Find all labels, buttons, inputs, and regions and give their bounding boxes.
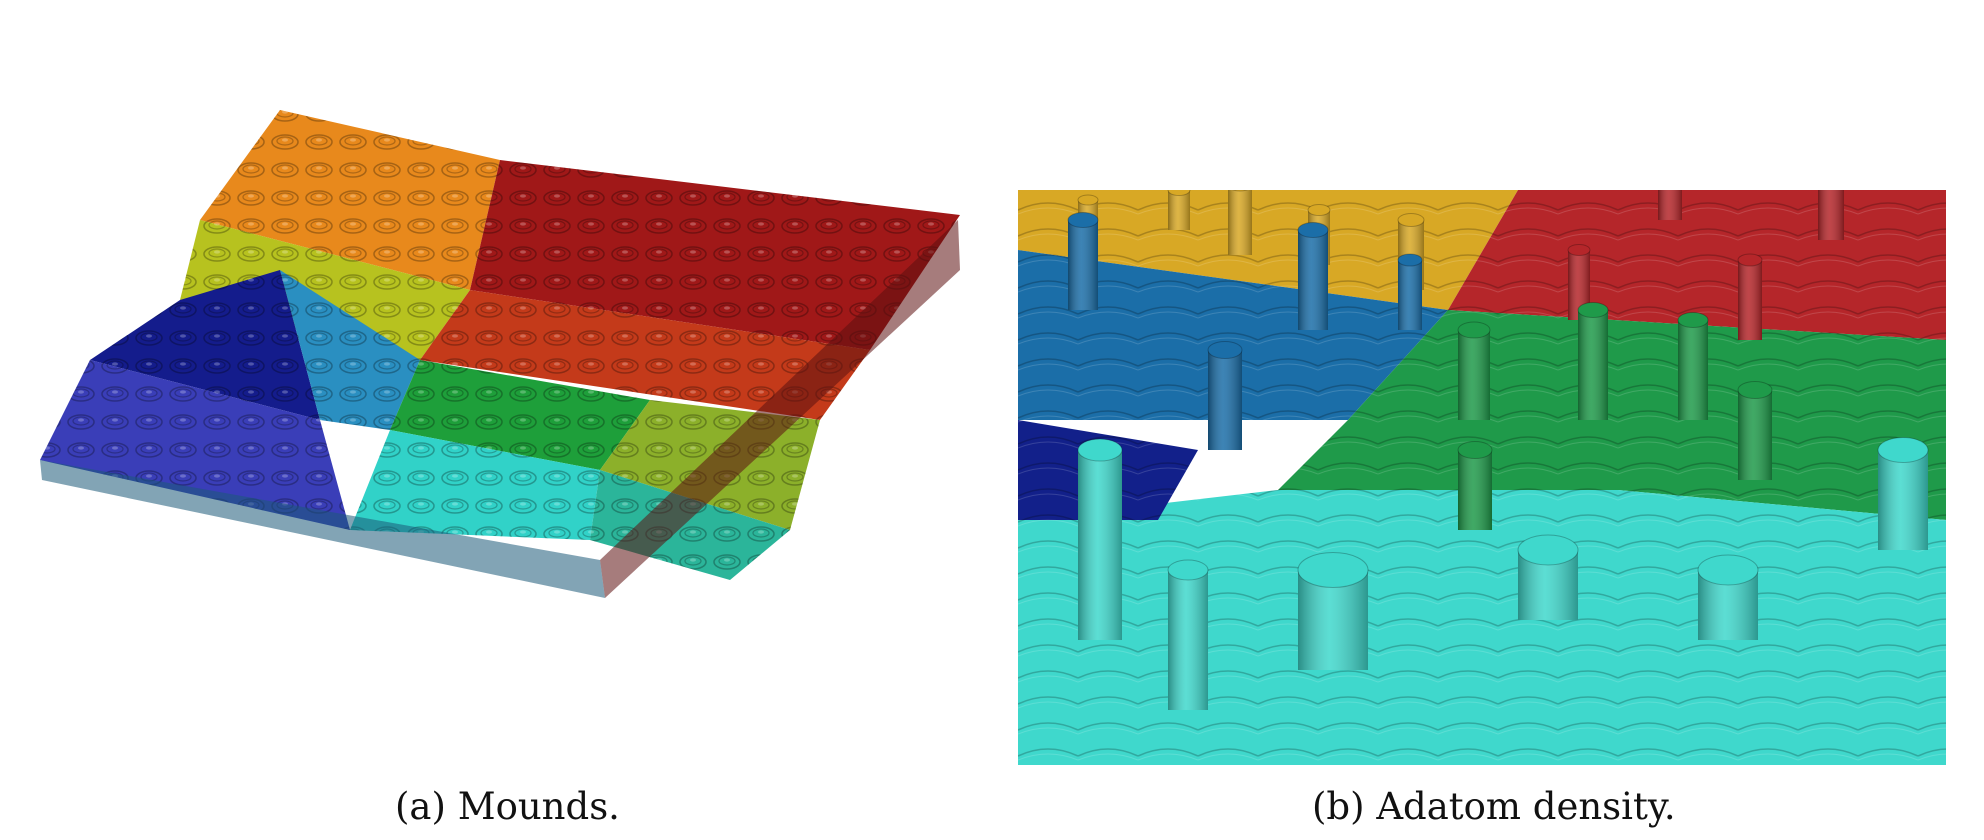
- mound-texture: [90, 270, 320, 420]
- adatom-pillar: [1877, 437, 1929, 550]
- caption-adatom-density: (b) Adatom density.: [1312, 785, 1676, 828]
- adatom-pillar: [1697, 554, 1759, 640]
- adatom-pillar: [1397, 253, 1423, 330]
- mounds-surface: [30, 100, 970, 770]
- terrace-texture: [1278, 310, 1946, 520]
- mound-texture: [200, 110, 500, 290]
- adatom-pillar: [1737, 381, 1773, 480]
- adatom-pillar: [1517, 534, 1579, 620]
- mound-texture: [420, 290, 870, 420]
- mound-texture: [180, 220, 470, 360]
- terrace-texture: [1018, 190, 1518, 310]
- adatom-density-surface: [1018, 190, 1946, 765]
- adatom-pillar: [1167, 190, 1191, 230]
- adatom-pillar: [1457, 441, 1493, 530]
- mound-texture: [280, 270, 420, 430]
- mound-texture: [40, 360, 350, 530]
- terrace-texture: [1018, 250, 1448, 420]
- mound-texture: [470, 160, 960, 350]
- adatom-pillar: [1297, 222, 1329, 330]
- adatom-pillar: [1577, 302, 1609, 420]
- adatom-pillar: [1167, 559, 1209, 710]
- mound-texture: [390, 360, 650, 470]
- adatom-pillar: [1297, 552, 1369, 670]
- adatom-pillar: [1818, 190, 1844, 240]
- adatom-pillar: [1567, 244, 1591, 320]
- adatom-pillar: [1077, 438, 1123, 640]
- adatom-pillar: [1737, 253, 1763, 340]
- adatom-pillar: [1457, 321, 1491, 420]
- adatom-pillar: [1677, 312, 1709, 420]
- adatom-pillar: [1207, 341, 1243, 450]
- adatom-pillar: [1067, 212, 1099, 310]
- terrace-texture: [1018, 490, 1946, 765]
- caption-mounds: (a) Mounds.: [395, 785, 620, 828]
- adatom-pillar: [1228, 190, 1252, 255]
- mound-texture: [350, 430, 600, 540]
- adatom-pillar: [1658, 190, 1682, 220]
